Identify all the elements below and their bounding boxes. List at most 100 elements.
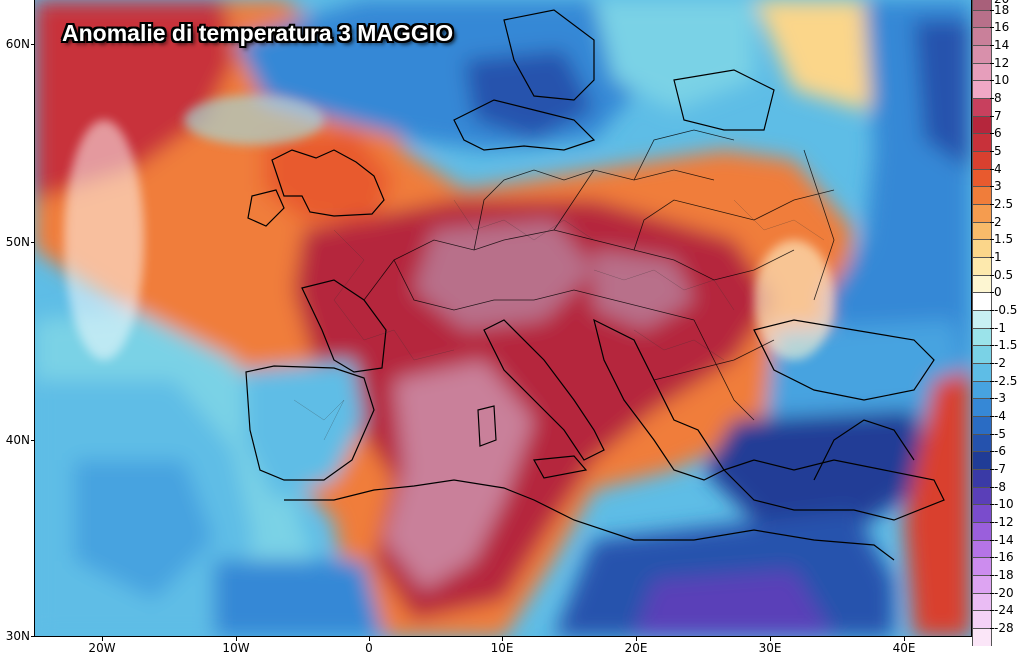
longitude-tick [502,637,503,641]
colorbar-swatch [972,628,992,646]
colorbar-label: -10 [994,497,1014,512]
colorbar-swatch [972,327,992,346]
colorbar-label: -14 [994,532,1014,547]
colorbar-tick [990,433,994,435]
colorbar-swatch [972,310,992,328]
colorbar-tick [990,557,994,559]
colorbar-label: 6 [994,126,1002,141]
latitude-tick [31,44,35,45]
colorbar-label: 14 [994,38,1010,52]
colorbar-tick [990,345,994,347]
longitude-label: 40E [892,641,916,655]
latitude-label: 50N [5,235,30,249]
latitude-label: 30N [5,629,30,643]
colorbar-tick [990,80,994,82]
colorbar-label: -7 [994,462,1006,476]
colorbar-swatch [972,539,992,558]
colorbar-label: -1 [994,320,1006,335]
colorbar-swatch [972,168,992,187]
colorbar-label: 3 [994,179,1002,194]
colorbar-tick [990,363,994,364]
longitude-tick [369,637,370,641]
colorbar-label: -16 [994,550,1014,565]
longitude-label: 20W [88,641,116,655]
longitude-label: 10W [222,641,250,655]
colorbar-swatch [972,239,992,257]
colorbar-tick [990,204,994,205]
colorbar-label: -12 [994,515,1014,529]
colorbar-swatch [972,45,992,63]
longitude-label: 10E [490,641,514,655]
colorbar-swatch [972,433,992,452]
colorbar-label: -4 [994,409,1006,423]
colorbar-label: 0 [994,285,1002,300]
colorbar-label: 0.5 [994,267,1014,282]
longitude-tick [904,637,905,641]
colorbar-label: 10 [994,73,1010,88]
colorbar-tick [990,451,994,453]
colorbar-tick [990,186,994,188]
colorbar-swatch [972,186,992,204]
colorbar-swatch [972,115,992,134]
longitude-label: 0 [365,641,373,655]
colorbar-swatch [972,9,992,28]
colorbar-label: -24 [994,603,1014,618]
colorbar-swatch [972,257,992,275]
colorbar-label: 5 [994,144,1002,158]
colorbar-tick [990,610,994,612]
colorbar-swatch [972,380,992,399]
colorbar-label: 18 [994,2,1010,17]
colorbar-swatch [972,151,992,169]
colorbar-swatch [972,292,992,310]
colorbar-tick [990,133,994,135]
colorbar-label: 4 [994,161,1002,176]
latitude-label: 60N [5,37,30,51]
colorbar-tick [990,221,994,223]
longitude-tick [636,637,637,641]
colorbar-tick [990,416,994,417]
colorbar-tick [990,628,994,629]
colorbar-label: -2 [994,356,1006,370]
colorbar-swatch [972,98,992,116]
colorbar-swatch [972,398,992,416]
colorbar-swatch [972,133,992,151]
colorbar-label: 1.5 [994,232,1014,247]
colorbar-tick [990,398,994,400]
colorbar-label: -6 [994,444,1006,459]
colorbar-tick [990,592,994,594]
colorbar-swatch [972,416,992,434]
colorbar-swatch [972,575,992,593]
colorbar-tick [990,522,994,523]
latitude-tick [31,440,35,441]
anomaly-field [34,0,971,637]
colorbar-swatch [972,345,992,363]
colorbar-label: -0.5 [994,303,1018,317]
colorbar-tick [990,327,994,329]
colorbar-label: 12 [994,55,1010,70]
colorbar-tick [990,62,994,64]
colorbar-legend [972,0,992,646]
colorbar-tick [990,9,994,11]
longitude-tick [102,637,103,641]
colorbar-label: -5 [994,426,1006,441]
colorbar-label: 2.5 [994,197,1014,211]
temperature-anomaly-map [34,0,971,637]
colorbar-label: -2.5 [994,373,1018,388]
colorbar-label: 1 [994,250,1002,264]
colorbar-swatch [972,522,992,540]
colorbar-tick [990,469,994,470]
colorbar-tick [990,27,994,29]
colorbar-swatch [972,610,992,628]
colorbar-label: 7 [994,108,1002,123]
colorbar-swatch [972,62,992,81]
colorbar-tick [990,274,994,276]
latitude-tick [31,636,35,637]
colorbar-swatch [972,557,992,575]
colorbar-tick [990,292,994,294]
colorbar-swatch [972,486,992,505]
colorbar-tick [990,115,994,117]
colorbar-label: 20 [994,0,1009,6]
map-title: Anomalie di temperatura 3 MAGGIO [62,20,454,46]
colorbar-swatch [972,27,992,45]
colorbar-swatch [972,204,992,222]
